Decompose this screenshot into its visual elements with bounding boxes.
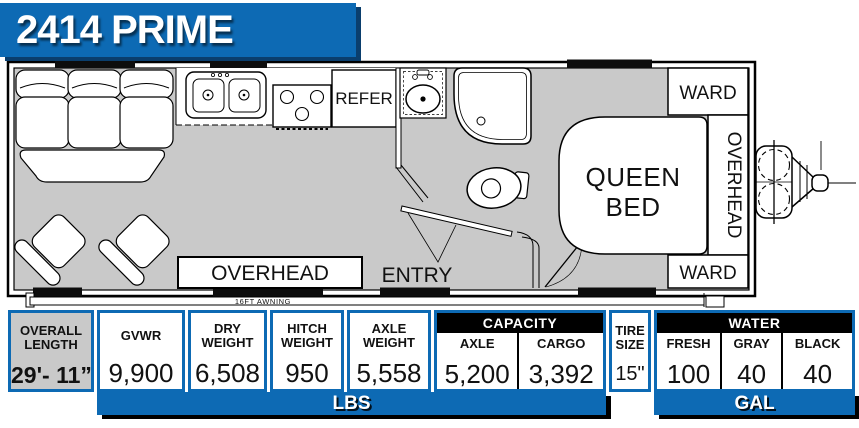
wardrobe-bottom: WARD	[667, 254, 749, 289]
chair	[14, 214, 86, 286]
entry-label: ENTRY	[382, 264, 453, 287]
shower	[453, 67, 532, 145]
wardrobe-top: WARD	[667, 67, 749, 116]
overhead-cabinet-bottom: OVERHEAD	[177, 256, 363, 289]
queen-bed-label: BED	[606, 192, 661, 222]
hitch	[755, 140, 856, 224]
awning-label: 16FT AWNING	[235, 297, 291, 306]
overhead-label: OVERHEAD	[211, 262, 329, 285]
refer-label: REFER	[335, 89, 393, 108]
toilet	[466, 167, 530, 209]
queen-bed-label: QUEEN	[586, 162, 681, 192]
kitchen-sink	[185, 71, 267, 119]
overhead-label: OVERHEAD	[723, 132, 744, 239]
refrigerator: REFER	[331, 69, 397, 128]
model-title: 2414 PRIME	[16, 7, 234, 52]
model-banner: 2414 PRIME	[0, 3, 356, 57]
sofa	[15, 69, 174, 149]
ward-label: WARD	[679, 83, 736, 104]
window	[33, 59, 656, 297]
chair	[98, 214, 170, 286]
overhead-cabinet-right: OVERHEAD	[707, 114, 749, 256]
hitch-coupler	[811, 174, 829, 192]
stove	[272, 84, 332, 130]
bathroom-wall-right	[516, 231, 540, 288]
queen-bed: QUEEN BED	[558, 116, 708, 255]
door-swing-line	[407, 212, 457, 263]
ward-label: WARD	[679, 263, 736, 284]
pocket-door	[400, 205, 513, 237]
awning: 16FT AWNING	[25, 292, 725, 308]
dinette-table	[19, 149, 166, 183]
bathroom-sink	[399, 67, 447, 119]
